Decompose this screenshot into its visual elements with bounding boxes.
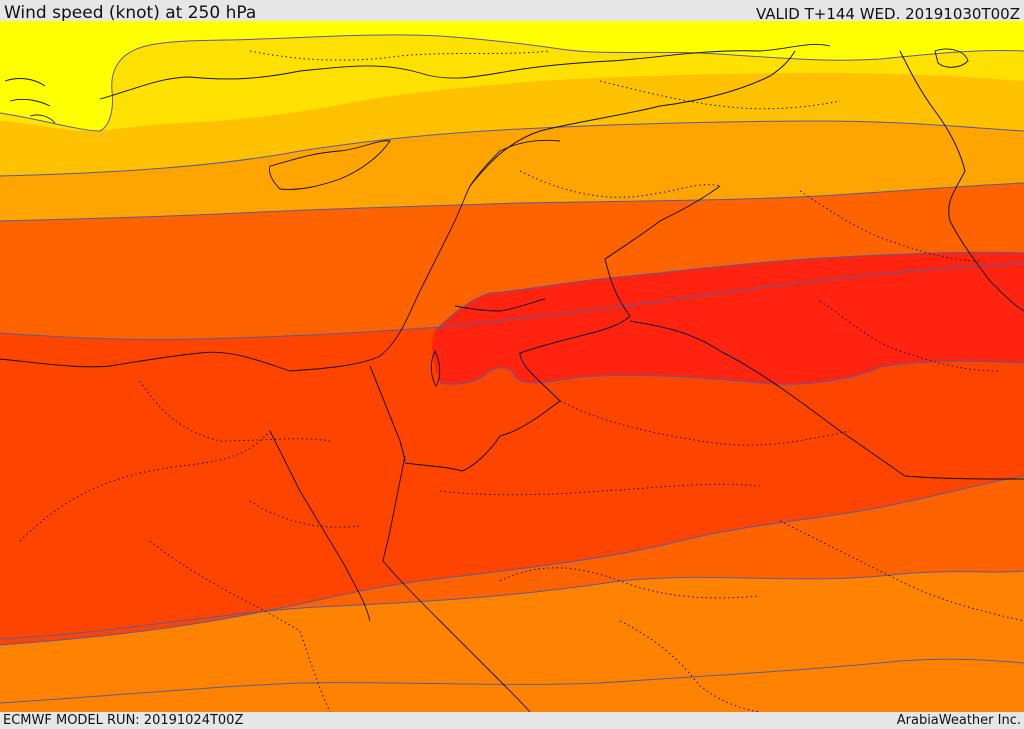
coastline-cyprus xyxy=(269,140,391,190)
wind-shading xyxy=(0,21,1024,712)
isotach-line xyxy=(434,251,1024,332)
isotachs xyxy=(0,34,1024,704)
wind-speed-map xyxy=(0,21,1024,712)
border-turkey-syria xyxy=(469,50,796,187)
admin-boundary xyxy=(799,190,981,262)
model-run: ECMWF MODEL RUN: 20191024T00Z xyxy=(3,713,244,728)
isotach-line xyxy=(0,570,1024,640)
coastline-dead-sea xyxy=(430,349,441,387)
coastline-gulf-of-suez xyxy=(269,430,371,622)
border-iraq-jordan-saudi xyxy=(404,258,631,472)
isotach-line xyxy=(0,182,1024,222)
border-iraq-saudi xyxy=(629,320,1024,480)
border-syria-jordan xyxy=(454,298,546,312)
isotach-line xyxy=(0,658,1024,704)
admin-boundary xyxy=(599,80,841,110)
admin-boundary xyxy=(19,430,271,542)
coastline-red-sea xyxy=(382,560,531,712)
valid-time: VALID T+144 WED. 20191030T00Z xyxy=(755,5,1020,23)
borders xyxy=(369,50,1024,480)
admin-boundary xyxy=(779,520,1024,622)
coastline-levant-egypt xyxy=(0,139,561,372)
isotach-line xyxy=(439,360,1024,385)
shade-band-8 xyxy=(0,21,1024,131)
isotach-line xyxy=(0,120,1024,177)
isotach-line xyxy=(0,262,1024,341)
coastline-gulf-of-aqaba xyxy=(382,455,406,562)
admin-boundary xyxy=(559,400,851,446)
admin-boundary xyxy=(519,170,721,198)
border-syria-iraq xyxy=(604,185,721,260)
shade-band-4 xyxy=(432,252,1024,385)
coastlines xyxy=(0,43,969,712)
border-iran-iraq xyxy=(899,50,1024,312)
map-title: Wind speed (knot) at 250 hPa xyxy=(4,3,257,23)
coastline-islands xyxy=(4,78,56,124)
coastline-turkey xyxy=(99,43,831,100)
coastline-lake-van xyxy=(934,48,969,68)
admin-boundaries xyxy=(19,50,1024,712)
admin-boundary xyxy=(619,620,761,712)
provider-credit: ArabiaWeather Inc. xyxy=(896,713,1021,728)
isotach-line xyxy=(0,475,1024,646)
border-egypt-israel xyxy=(369,365,406,462)
admin-boundary xyxy=(149,540,331,712)
isotach-line xyxy=(0,34,1024,132)
admin-boundary xyxy=(819,300,1001,372)
